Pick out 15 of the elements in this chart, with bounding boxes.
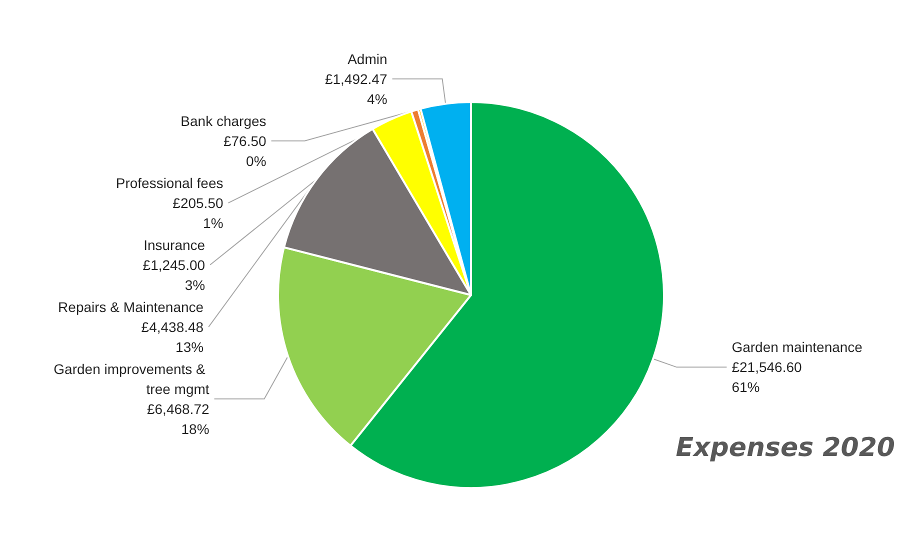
data-label: £4,438.48 13%	[141, 318, 204, 355]
data-label: £1,492.47 4%	[324, 70, 388, 107]
text: Expenses 2020	[676, 433, 896, 463]
slice-label: Professional fees	[116, 174, 224, 191]
data-label: £21,546.60 61%	[732, 359, 802, 396]
data-label: £1,245.00 3%	[142, 256, 206, 293]
data-label: £205.50 1%	[172, 194, 224, 231]
data-label: £76.50 0%	[223, 132, 266, 169]
slice-label: Repairs & Maintenance	[58, 298, 204, 315]
slice-label: Insurance	[144, 236, 206, 253]
slice-label: Garden maintenance	[732, 339, 863, 356]
slice-label: Garden improvements & tree mgmt	[54, 360, 210, 397]
slice-label: Admin	[348, 50, 388, 67]
data-label: £6,468.72 18%	[146, 400, 210, 437]
slice-label: Bank charges	[180, 112, 266, 129]
